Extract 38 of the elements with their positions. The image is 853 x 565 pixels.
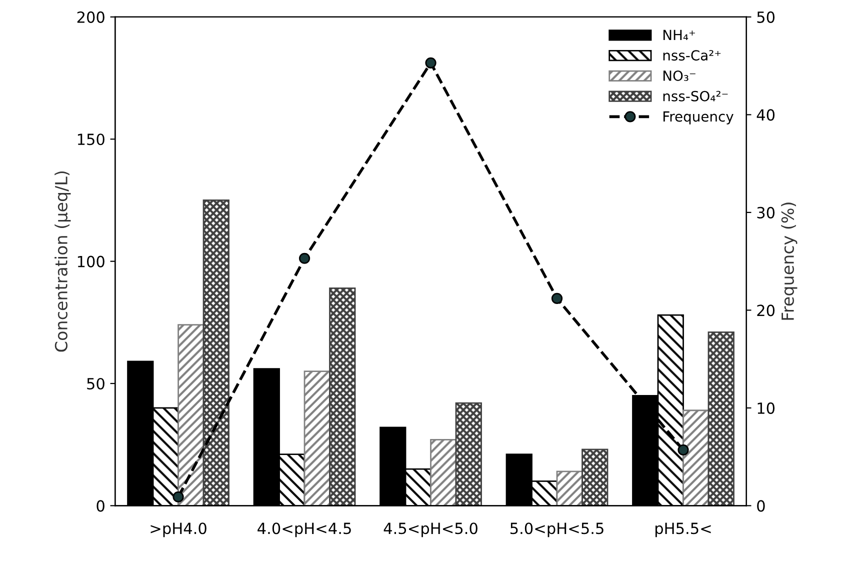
y2-tick-label: 0 [757, 500, 765, 512]
bar [682, 410, 710, 506]
y2-tick-label: 20 [757, 304, 775, 316]
y-tick-label: 200 [77, 11, 104, 23]
bar [556, 470, 583, 506]
bar [202, 200, 230, 506]
legend-label: nss-SO₄²⁻ [663, 90, 728, 102]
legend-label: Frequency [663, 111, 734, 124]
bar [582, 448, 608, 506]
y-tick-label: 100 [78, 256, 104, 268]
bar [430, 439, 457, 506]
x-tick-label: 4.5<pH<5.0 [384, 522, 478, 538]
bar [455, 402, 482, 506]
bar [708, 331, 734, 506]
point [172, 491, 184, 502]
y2-tick-label: 40 [756, 109, 775, 121]
y2-tick-label: 30 [757, 206, 775, 218]
y2-axis-title: Frequency (%) [781, 202, 798, 320]
y2-tick-label: 50 [757, 11, 775, 23]
x-tick-label: 4.0<pH<4.5 [258, 522, 351, 538]
point [551, 292, 563, 304]
bar [329, 287, 356, 506]
bar [178, 324, 204, 506]
point [425, 57, 436, 68]
x-tick-label: >pH4.0 [150, 522, 206, 538]
y2-tick-label: 10 [758, 402, 775, 414]
legend-label: NH₄⁺ [663, 30, 695, 40]
point [678, 444, 689, 456]
legend-label: nss-Ca²⁺ [663, 50, 721, 61]
legend-label: NO₃⁻ [663, 70, 696, 81]
point [298, 252, 310, 264]
y-tick-label: 150 [78, 134, 104, 146]
x-tick-label: pH5.5< [655, 522, 711, 538]
y-axis-title: Concentration (μeq/L) [54, 171, 71, 352]
bar [304, 370, 330, 506]
y-tick-label: 50 [87, 378, 104, 390]
y-tick-label: 0 [96, 500, 104, 512]
x-tick-label: 5.0<pH<5.5 [510, 522, 604, 538]
